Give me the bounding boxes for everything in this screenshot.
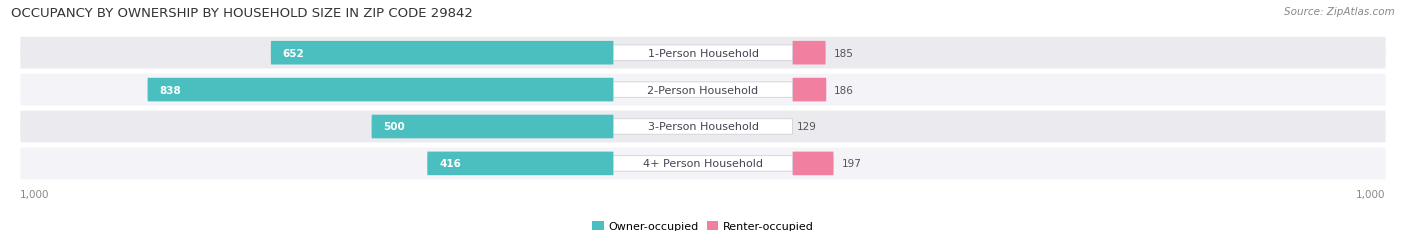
FancyBboxPatch shape: [20, 111, 1386, 143]
Text: Source: ZipAtlas.com: Source: ZipAtlas.com: [1284, 7, 1395, 17]
Text: 838: 838: [159, 85, 181, 95]
Text: 416: 416: [439, 159, 461, 169]
Text: 197: 197: [842, 159, 862, 169]
FancyBboxPatch shape: [271, 42, 613, 65]
Text: 1-Person Household: 1-Person Household: [648, 49, 758, 58]
FancyBboxPatch shape: [793, 79, 827, 102]
FancyBboxPatch shape: [20, 148, 1386, 179]
FancyBboxPatch shape: [793, 42, 825, 65]
FancyBboxPatch shape: [148, 79, 613, 102]
Text: 186: 186: [834, 85, 853, 95]
Text: 3-Person Household: 3-Person Household: [648, 122, 758, 132]
FancyBboxPatch shape: [613, 82, 793, 98]
FancyBboxPatch shape: [613, 119, 793, 135]
Text: 2-Person Household: 2-Person Household: [647, 85, 759, 95]
Text: 1,000: 1,000: [20, 189, 49, 199]
Text: 185: 185: [834, 49, 853, 58]
FancyBboxPatch shape: [20, 38, 1386, 69]
Legend: Owner-occupied, Renter-occupied: Owner-occupied, Renter-occupied: [588, 216, 818, 231]
FancyBboxPatch shape: [613, 156, 793, 171]
Text: 652: 652: [283, 49, 305, 58]
FancyBboxPatch shape: [613, 46, 793, 61]
Text: 1,000: 1,000: [1357, 189, 1386, 199]
Text: OCCUPANCY BY OWNERSHIP BY HOUSEHOLD SIZE IN ZIP CODE 29842: OCCUPANCY BY OWNERSHIP BY HOUSEHOLD SIZE…: [11, 7, 474, 20]
FancyBboxPatch shape: [427, 152, 613, 176]
FancyBboxPatch shape: [793, 152, 834, 176]
FancyBboxPatch shape: [20, 74, 1386, 106]
Text: 129: 129: [796, 122, 817, 132]
Text: 4+ Person Household: 4+ Person Household: [643, 159, 763, 169]
FancyBboxPatch shape: [371, 115, 613, 139]
Text: 500: 500: [384, 122, 405, 132]
